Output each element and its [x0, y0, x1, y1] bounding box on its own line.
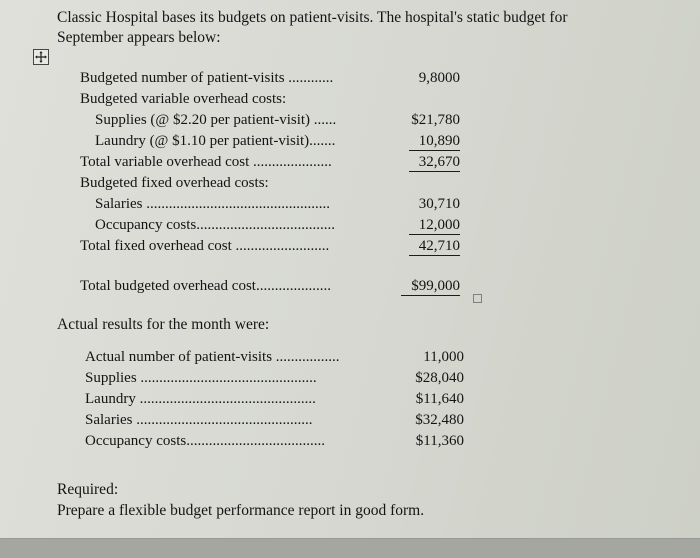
table-row: Laundry (@ $1.10 per patient-visit).....…: [95, 133, 460, 154]
problem-content: Classic Hospital bases its budgets on pa…: [57, 8, 667, 521]
row-value: 42,710: [408, 238, 460, 256]
row-value: 10,890: [408, 133, 460, 151]
row-label: Budgeted fixed overhead costs:: [80, 175, 269, 191]
row-value: 11,000: [423, 349, 464, 365]
row-label: Occupancy costs.........................…: [95, 217, 335, 233]
row-label: Total fixed overhead cost ..............…: [80, 238, 330, 254]
move-anchor-icon[interactable]: [33, 49, 49, 65]
bottom-bar: [0, 538, 700, 558]
row-label: Budgeted variable overhead costs:: [80, 91, 287, 107]
row-label: Salaries ...............................…: [85, 412, 313, 428]
row-value: $11,360: [415, 433, 464, 449]
actual-results-heading: Actual results for the month were:: [57, 316, 270, 333]
row-value: 30,710: [418, 196, 460, 212]
row-value: $99,000: [401, 278, 460, 296]
small-square-marker-icon: [473, 294, 482, 303]
row-label: Total budgeted overhead cost............…: [80, 278, 331, 294]
move-arrows-glyph: [35, 51, 47, 63]
row-label: Total variable overhead cost ...........…: [80, 154, 332, 170]
row-label: Supplies ...............................…: [85, 370, 317, 386]
table-section-row: Budgeted variable overhead costs:: [80, 91, 460, 112]
required-section: Required: Prepare a flexible budget perf…: [57, 479, 667, 521]
table-row: Occupancy costs.........................…: [85, 433, 464, 454]
row-value: $11,640: [415, 391, 464, 407]
required-heading: Required:: [57, 481, 119, 498]
row-label: Actual number of patient-visits ........…: [85, 349, 340, 365]
row-label: Salaries ...............................…: [95, 196, 330, 212]
row-label: Laundry (@ $1.10 per patient-visit).....…: [95, 133, 336, 149]
table-row: Budgeted number of patient-visits ......…: [80, 70, 460, 91]
table-row: Salaries ...............................…: [85, 412, 464, 433]
row-label: Occupancy costs.........................…: [85, 433, 325, 449]
table-row: Supplies (@ $2.20 per patient-visit) ...…: [95, 112, 460, 133]
table-row: Total fixed overhead cost ..............…: [80, 238, 460, 259]
row-label: Budgeted number of patient-visits ......…: [80, 70, 334, 86]
intro-text: Classic Hospital bases its budgets on pa…: [57, 8, 667, 48]
actual-results-table: Actual number of patient-visits ........…: [57, 349, 667, 454]
row-value: 12,000: [408, 217, 460, 235]
row-label: Supplies (@ $2.20 per patient-visit) ...…: [95, 112, 337, 128]
row-value: $28,040: [415, 370, 464, 386]
row-value: 9,8000: [418, 70, 460, 86]
table-row: Salaries ...............................…: [95, 196, 460, 217]
table-row: Supplies ...............................…: [85, 370, 464, 391]
table-row: Total variable overhead cost ...........…: [80, 154, 460, 175]
required-text: Prepare a flexible budget performance re…: [57, 502, 425, 519]
table-row: Actual number of patient-visits ........…: [85, 349, 464, 370]
row-value: $32,480: [415, 412, 464, 428]
table-section-row: Budgeted fixed overhead costs:: [80, 175, 460, 196]
table-row: Occupancy costs.........................…: [95, 217, 460, 238]
intro-line-2: September appears below:: [57, 29, 221, 46]
row-value: $21,780: [411, 112, 460, 128]
table-row: Laundry ................................…: [85, 391, 464, 412]
intro-line-1: Classic Hospital bases its budgets on pa…: [57, 9, 568, 26]
static-budget-table: Budgeted number of patient-visits ......…: [57, 70, 667, 303]
row-label: Laundry ................................…: [85, 391, 316, 407]
row-value: 32,670: [408, 154, 460, 172]
table-row-total: Total budgeted overhead cost............…: [80, 278, 482, 303]
